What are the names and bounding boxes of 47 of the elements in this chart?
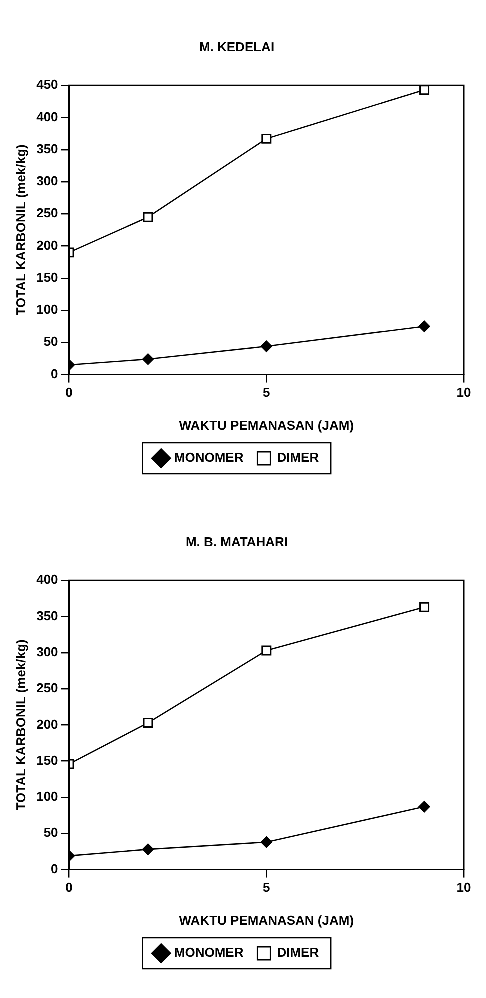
y-tick-label: 300 (36, 174, 58, 189)
x-tick-label: 0 (66, 385, 73, 400)
point (260, 340, 272, 352)
y-axis-title: TOTAL KARBONIL (mek/kg) (13, 144, 28, 316)
point (142, 844, 154, 856)
x-tick-label: 0 (66, 880, 73, 896)
y-tick-label: 450 (36, 77, 58, 92)
point (143, 212, 154, 222)
point (418, 320, 430, 332)
y-tick-label: 100 (36, 302, 58, 318)
y-tick-label: 100 (36, 789, 58, 804)
x-tick-label: 10 (456, 880, 472, 896)
y-tick-label: 0 (51, 861, 58, 876)
y-tick-label: 150 (36, 270, 58, 285)
point (420, 86, 430, 96)
x-axis-title: WAKTU PEMANASAN (JAM) (179, 418, 354, 433)
x-tick-label: 10 (456, 385, 472, 400)
point (262, 646, 272, 656)
y-tick-label: 250 (36, 206, 58, 221)
y-tick-label: 350 (36, 141, 58, 156)
legend-label: DIMER (277, 945, 320, 960)
y-tick-label: 0 (51, 366, 58, 382)
y-tick-label: 400 (36, 572, 58, 588)
y-tick-label: 400 (36, 109, 58, 124)
y-tick-label: 250 (36, 680, 58, 696)
point (418, 801, 430, 813)
x-tick-label: 5 (263, 880, 270, 896)
x-tick-label: 5 (263, 385, 270, 400)
y-tick-label: 50 (44, 825, 58, 840)
y-tick-label: 300 (36, 644, 58, 660)
y-axis-title: TOTAL KARBONIL (mek/kg) (13, 640, 28, 811)
point (262, 134, 272, 144)
chart-title: M. KEDELAI (199, 39, 275, 54)
legend-label: DIMER (277, 450, 320, 466)
chart-title: M. B. MATAHARI (186, 534, 288, 550)
point (143, 718, 154, 728)
y-tick-label: 200 (36, 238, 58, 253)
point (260, 836, 272, 848)
y-tick-label: 50 (44, 334, 58, 350)
x-axis-title: WAKTU PEMANASAN (JAM) (179, 912, 354, 928)
y-tick-label: 150 (36, 752, 58, 768)
legend-label: MONOMER (174, 945, 244, 960)
point (420, 602, 430, 612)
y-tick-label: 200 (36, 716, 58, 732)
legend-label: MONOMER (174, 450, 244, 466)
point (142, 354, 154, 366)
y-tick-label: 350 (36, 608, 58, 624)
